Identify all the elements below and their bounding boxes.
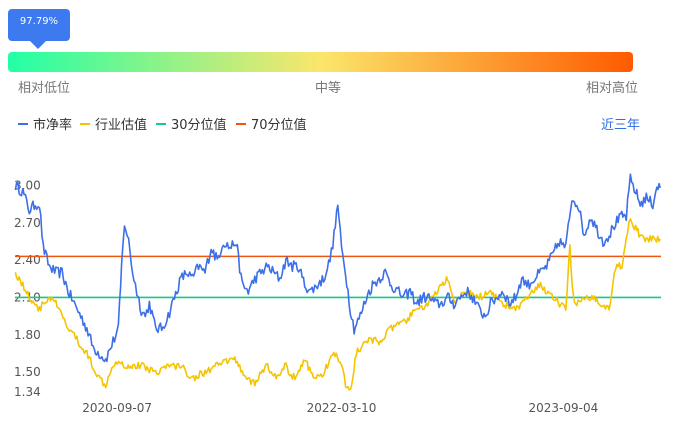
y-tick-label: 1.34: [14, 385, 41, 399]
series-line-industry: [14, 218, 661, 391]
x-tick-label: 2023-09-04: [528, 401, 598, 415]
series-lines: [14, 173, 661, 391]
y-tick-label: 3.00: [14, 178, 41, 192]
legend-label-p70: 70分位值: [251, 117, 307, 133]
legend-label-p30: 30分位值: [171, 117, 227, 133]
percentile-badge: [8, 9, 70, 41]
valuation-range-bar: [8, 52, 633, 72]
y-tick-label: 2.70: [14, 216, 41, 230]
series-line-pb: [14, 173, 661, 363]
range-label-high: 相对高位: [586, 80, 638, 96]
legend-label-pb: 市净率: [33, 117, 72, 133]
y-tick-label: 1.50: [14, 365, 41, 379]
legend-item-industry[interactable]: 行业估值: [80, 117, 147, 133]
percentile-badge-text: 97.79%: [20, 16, 58, 27]
reference-lines: [15, 255, 661, 299]
range-label-mid: 中等: [315, 80, 341, 96]
x-tick-label: 2022-03-10: [307, 401, 377, 415]
legend: 市净率 行业估值 30分位值 70分位值: [18, 117, 307, 133]
legend-item-p70[interactable]: 70分位值: [236, 117, 307, 133]
percentile-badge-pointer: [30, 41, 46, 49]
legend-label-industry: 行业估值: [95, 117, 147, 133]
y-axis-ticks: 1.341.501.802.102.402.703.00: [14, 178, 41, 399]
legend-item-pb[interactable]: 市净率: [18, 117, 72, 133]
x-axis-ticks: 2020-09-07 2022-03-10 2023-09-04: [82, 401, 598, 415]
range-label-low: 相对低位: [18, 81, 70, 96]
y-tick-label: 2.40: [14, 253, 41, 267]
y-tick-label: 1.80: [14, 328, 41, 342]
x-tick-label: 2020-09-07: [82, 401, 152, 415]
percentile-indicator: 97.79%: [8, 9, 70, 49]
period-selector[interactable]: 近三年: [601, 118, 640, 133]
legend-item-p30[interactable]: 30分位值: [156, 117, 227, 133]
